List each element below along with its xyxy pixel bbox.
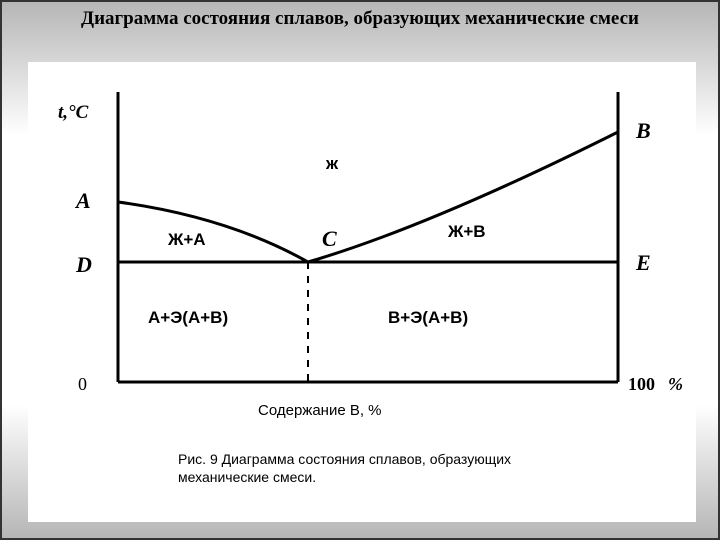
x-tick-0: 0 bbox=[78, 374, 87, 395]
page-title-wrap: Диаграмма состояния сплавов, образующих … bbox=[2, 2, 718, 34]
point-c: C bbox=[322, 226, 337, 252]
region-solid-a: А+Э(А+В) bbox=[148, 308, 228, 328]
diagram-panel: t,°C 0 100 % Содержание B, % A B C D E ж… bbox=[28, 62, 696, 522]
x-axis-label: Содержание B, % bbox=[258, 402, 382, 419]
point-d: D bbox=[76, 252, 92, 278]
region-solid-b: В+Э(А+В) bbox=[388, 308, 468, 328]
x-unit: % bbox=[668, 374, 683, 395]
region-liquid: ж bbox=[326, 154, 338, 174]
region-liquid-a: Ж+А bbox=[168, 230, 206, 250]
liquidus-ac bbox=[118, 202, 308, 262]
page-title: Диаграмма состояния сплавов, образующих … bbox=[81, 8, 639, 29]
point-b: B bbox=[636, 118, 651, 144]
region-liquid-b: Ж+B bbox=[448, 222, 486, 242]
y-axis-label: t,°C bbox=[58, 102, 88, 124]
point-e: E bbox=[636, 250, 651, 276]
point-a: A bbox=[76, 188, 91, 214]
figure-caption: Рис. 9 Диаграмма состояния сплавов, обра… bbox=[178, 450, 558, 486]
liquidus-cb bbox=[308, 132, 618, 262]
x-tick-100: 100 bbox=[628, 374, 655, 395]
